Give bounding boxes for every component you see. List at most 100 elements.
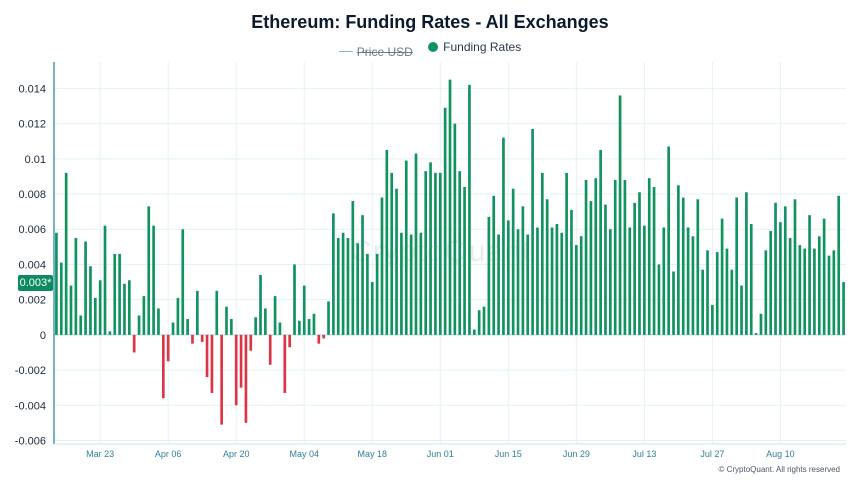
chart-title: Ethereum: Funding Rates - All Exchanges xyxy=(251,12,609,32)
funding-rate-bar xyxy=(390,172,394,335)
funding-rate-bar xyxy=(341,232,345,335)
funding-rate-bar xyxy=(672,271,675,335)
funding-rate-bar xyxy=(638,192,641,335)
funding-rate-bar xyxy=(225,306,228,335)
legend-item-funding-rates[interactable]: Funding Rates xyxy=(428,40,521,54)
funding-rate-bar xyxy=(142,296,146,335)
funding-rate-bar xyxy=(827,255,831,335)
funding-rate-bar xyxy=(322,334,326,339)
funding-rate-bar xyxy=(278,322,282,335)
funding-rate-bar xyxy=(434,172,437,335)
funding-rate-bar xyxy=(79,315,83,335)
funding-rate-bar xyxy=(84,241,87,335)
legend-label-price-usd: Price USD xyxy=(356,44,413,59)
funding-rate-bar xyxy=(531,128,534,335)
funding-rate-bar xyxy=(404,160,408,335)
x-tick-label: May 18 xyxy=(357,449,387,459)
funding-rate-bar xyxy=(171,322,175,335)
x-tick-label: Apr 06 xyxy=(155,449,182,459)
y-tick-label: 0.006 xyxy=(18,224,46,236)
funding-rate-bar xyxy=(380,197,384,335)
funding-rate-bar xyxy=(103,225,107,335)
funding-rate-bar xyxy=(788,238,792,335)
funding-rate-bar xyxy=(249,334,253,351)
funding-rate-bar xyxy=(453,123,457,335)
y-tick-label: 0.008 xyxy=(18,189,46,201)
funding-rate-bar xyxy=(793,199,797,335)
funding-rate-bar xyxy=(657,264,661,335)
funding-rate-bar xyxy=(356,243,360,335)
funding-rate-bar xyxy=(594,178,598,335)
funding-rate-bar xyxy=(74,238,78,335)
funding-rate-bar xyxy=(740,285,743,335)
funding-rate-bar xyxy=(400,232,403,335)
funding-rate-bar xyxy=(550,227,554,335)
funding-rate-bar xyxy=(346,238,350,335)
funding-rate-bar xyxy=(803,248,807,335)
funding-rate-bar xyxy=(560,232,564,335)
funding-rate-bar xyxy=(832,250,836,335)
y-tick-label: 0.004 xyxy=(18,259,46,271)
funding-rate-bar xyxy=(273,296,277,335)
funding-rate-bar xyxy=(327,301,330,335)
x-tick-label: Mar 23 xyxy=(86,449,114,459)
funding-rate-bar xyxy=(516,229,520,335)
funding-rate-bar xyxy=(283,334,287,393)
funding-rate-bar xyxy=(774,202,777,335)
funding-rate-bar xyxy=(584,179,588,335)
funding-rate-bar xyxy=(691,236,695,335)
funding-rate-bar xyxy=(599,150,602,335)
funding-rate-bar xyxy=(239,334,243,388)
bars-layer xyxy=(55,79,845,425)
funding-rate-bar xyxy=(264,308,267,335)
funding-rate-bar xyxy=(526,234,530,335)
funding-rate-bar xyxy=(487,216,491,335)
funding-rate-bar xyxy=(137,315,141,335)
funding-rate-bar xyxy=(375,253,379,335)
funding-rate-bar xyxy=(769,230,773,335)
funding-rate-bar xyxy=(118,253,121,335)
funding-rate-bar xyxy=(191,334,194,344)
funding-rate-bar xyxy=(662,227,666,335)
funding-rate-bar xyxy=(468,84,471,335)
funding-rate-bar xyxy=(234,334,238,406)
funding-rate-bar xyxy=(749,223,753,335)
funding-rate-bar xyxy=(361,215,364,335)
funding-rate-bar xyxy=(259,275,262,335)
funding-rate-bar xyxy=(230,319,233,335)
funding-rate-bar xyxy=(633,202,636,335)
funding-rate-bar xyxy=(574,245,578,335)
x-tick-label: Jul 27 xyxy=(700,449,724,459)
funding-rate-bar xyxy=(822,218,826,335)
funding-rate-bar xyxy=(438,172,442,335)
y-tick-label: 0.014 xyxy=(18,83,46,95)
funding-rate-bar xyxy=(205,334,209,378)
legend-item-price-usd[interactable]: Price USD xyxy=(338,44,413,59)
copyright-credit: © CryptoQuant. All rights reserved xyxy=(718,465,841,474)
funding-rate-bar xyxy=(463,186,466,335)
funding-rate-bar xyxy=(317,334,321,344)
funding-rate-bar xyxy=(808,215,811,335)
legend: Price USD Funding Rates xyxy=(0,40,860,59)
funding-rate-bar xyxy=(166,334,170,362)
funding-rate-bar xyxy=(186,319,189,335)
funding-rate-bar xyxy=(293,264,296,335)
funding-rate-bar xyxy=(536,227,539,335)
funding-rate-bar xyxy=(69,285,73,335)
y-tick-label: -0.002 xyxy=(15,365,46,377)
funding-rate-bar xyxy=(613,179,617,335)
funding-rate-bar xyxy=(681,197,685,335)
funding-rate-bar xyxy=(764,250,768,335)
funding-rate-bar xyxy=(472,329,476,335)
price-line-swatch-icon xyxy=(338,51,353,52)
funding-rate-bar xyxy=(307,319,311,335)
y-tick-label: 0.002 xyxy=(18,295,46,307)
y-tick-label: 0 xyxy=(40,330,46,342)
x-tick-label: Jun 29 xyxy=(563,449,590,459)
funding-rate-bar xyxy=(176,297,180,335)
funding-rate-bar xyxy=(298,320,301,335)
funding-rate-bar xyxy=(366,253,369,335)
funding-rate-bar xyxy=(783,206,787,335)
x-tick-label: Jun 01 xyxy=(427,449,454,459)
